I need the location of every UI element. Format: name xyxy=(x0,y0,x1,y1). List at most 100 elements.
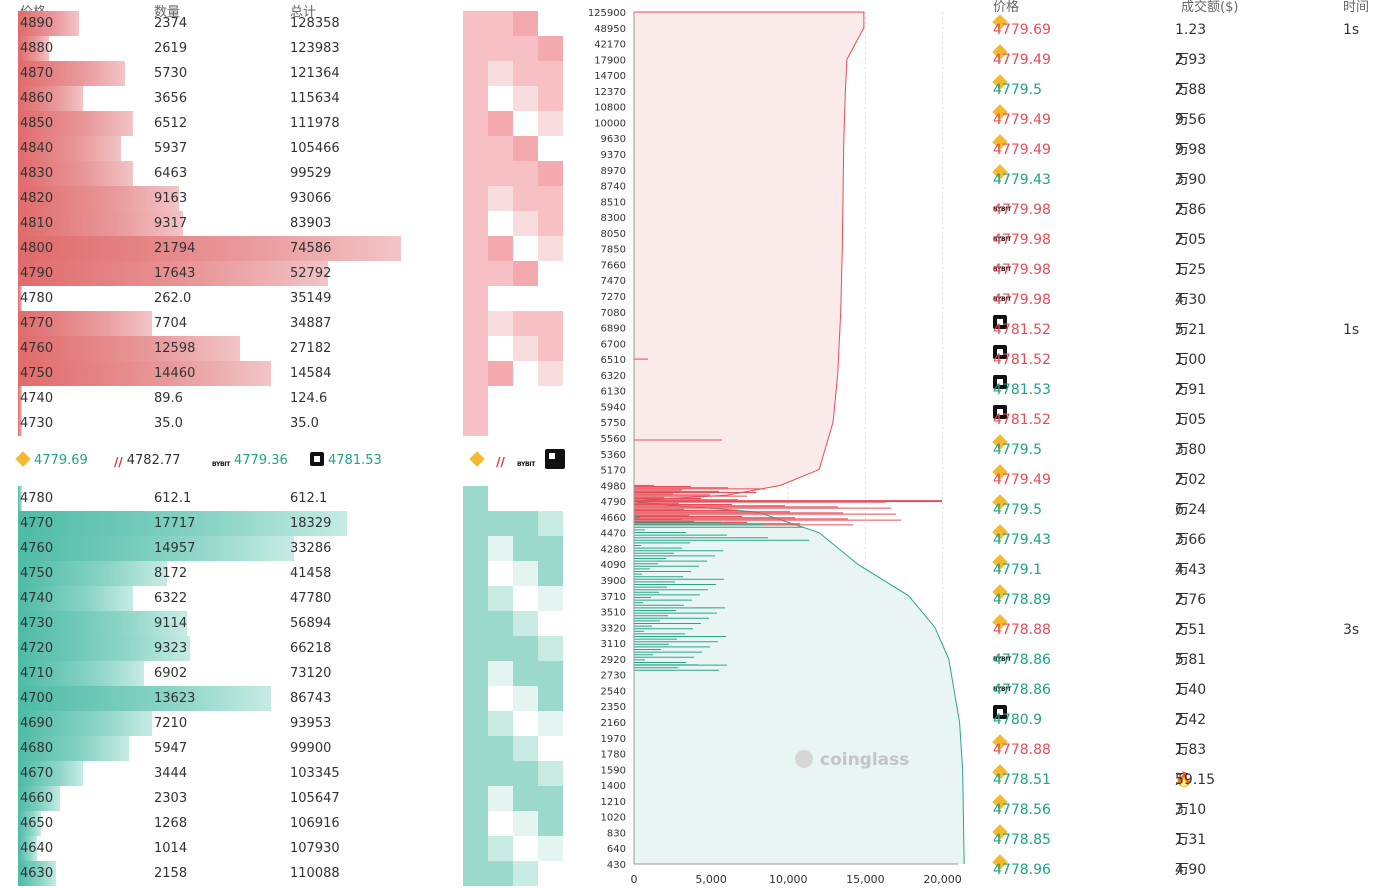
trade-row[interactable]: BYBIT 4779.98 1.25万 xyxy=(985,255,1373,308)
trade-row[interactable]: 4779.49 2.93万 xyxy=(985,44,1373,98)
bid-row[interactable]: 4660 2303 105647 xyxy=(18,786,568,811)
trade-row[interactable]: 4779.69 1.23万 1s xyxy=(985,14,1373,68)
okx-icon xyxy=(310,452,324,466)
trade-row[interactable]: 4779.1 4.43万 xyxy=(985,554,1373,608)
exchange-okx[interactable]: 4781.53 xyxy=(310,449,382,473)
trade-row[interactable]: BYBIT 4779.98 2.86万 xyxy=(985,195,1373,248)
trade-row[interactable]: 4781.53 2.91万 xyxy=(985,375,1373,428)
ask-row[interactable]: 4750 14460 14584 xyxy=(18,361,568,386)
ask-heat-cell xyxy=(463,236,488,261)
bid-row[interactable]: 4770 17717 18329 xyxy=(18,511,568,536)
trade-row[interactable]: 4779.43 3.90万 xyxy=(985,164,1373,218)
trade-row[interactable]: 4781.52 1.05万 xyxy=(985,405,1373,458)
y-tick-label: 1020 xyxy=(601,813,626,824)
bid-row[interactable]: 4700 13623 86743 xyxy=(18,686,568,711)
ask-row[interactable]: 4780 262.0 35149 xyxy=(18,286,568,311)
bid-total: 110088 xyxy=(290,866,340,881)
trade-row[interactable]: 4779.49 9.98万 xyxy=(985,134,1373,188)
ask-row[interactable]: 4800 21794 74586 xyxy=(18,236,568,261)
coinbase-filter-icon[interactable]: // xyxy=(496,455,505,469)
ask-row[interactable]: 4870 5730 121364 xyxy=(18,61,568,86)
bid-row[interactable]: 4690 7210 93953 xyxy=(18,711,568,736)
trade-amount: 3.10万 xyxy=(1175,802,1207,848)
bid-row[interactable]: 4730 9114 56894 xyxy=(18,611,568,636)
coinbase-price: 4782.77 xyxy=(126,453,181,468)
bid-row[interactable]: 4750 8172 41458 xyxy=(18,561,568,586)
trade-row[interactable]: BYBIT 4778.86 1.40万 xyxy=(985,675,1373,728)
trade-row[interactable]: 4779.5 6.24万 xyxy=(985,494,1373,548)
header-qty: 数量 xyxy=(154,5,181,20)
trade-price: 4779.98 xyxy=(993,292,1051,308)
ask-row[interactable]: 4820 9163 93066 xyxy=(18,186,568,211)
trade-row[interactable]: 4781.52 5.21万 1s xyxy=(985,315,1373,368)
trade-row[interactable]: BYBIT 4779.98 4.30万 xyxy=(985,285,1373,338)
bid-row[interactable]: 4640 1014 107930 xyxy=(18,836,568,861)
ask-row[interactable]: 4830 6463 99529 xyxy=(18,161,568,186)
bid-heat-cell xyxy=(488,761,513,786)
binance-filter-icon[interactable] xyxy=(469,451,485,467)
ask-row[interactable]: 4770 7704 34887 xyxy=(18,311,568,336)
ask-row[interactable]: 4880 2619 123983 xyxy=(18,36,568,61)
trade-price: 4778.56 xyxy=(993,802,1051,818)
y-tick-label: 3900 xyxy=(601,576,626,587)
bybit-filter-icon[interactable]: BYBIT xyxy=(517,461,536,468)
trade-row[interactable]: 4778.96 4.90万 xyxy=(985,854,1373,885)
trade-row[interactable]: 4778.85 1.31万 xyxy=(985,824,1373,878)
ask-total: 128358 xyxy=(290,16,340,31)
exchange-bybit[interactable]: BYBIT 4779.36 xyxy=(212,449,288,473)
y-tick-label: 5360 xyxy=(601,450,626,461)
x-tick-label: 20,000 xyxy=(923,873,962,886)
bid-row[interactable]: 4760 14957 33286 xyxy=(18,536,568,561)
y-tick-label: 2350 xyxy=(601,702,626,713)
bid-row[interactable]: 4740 6322 47780 xyxy=(18,586,568,611)
bid-row[interactable]: 4630 2158 110088 xyxy=(18,861,568,886)
trade-row[interactable]: 4779.5 3.80万 xyxy=(985,434,1373,488)
ask-row[interactable]: 4760 12598 27182 xyxy=(18,336,568,361)
bid-depth-bar xyxy=(18,511,348,536)
ask-row[interactable]: 4790 17643 52792 xyxy=(18,261,568,286)
bid-heat-cell xyxy=(488,611,513,636)
bid-total: 66218 xyxy=(290,641,332,656)
ask-row[interactable]: 4860 3656 115634 xyxy=(18,86,568,111)
ask-row[interactable]: 4740 89.6 124.6 xyxy=(18,386,568,411)
exchange-binance[interactable]: 4779.69 xyxy=(15,449,88,473)
trade-row[interactable]: 4778.51 🔥 59.15万 xyxy=(985,764,1373,818)
trade-row[interactable]: BYBIT 4779.98 2.05万 xyxy=(985,225,1373,278)
trade-row[interactable]: 4779.49 9.56万 xyxy=(985,104,1373,158)
bid-row[interactable]: 4720 9323 66218 xyxy=(18,636,568,661)
okx-price: 4781.53 xyxy=(328,453,382,468)
bid-price: 4760 xyxy=(20,541,54,556)
bid-total: 106916 xyxy=(290,816,340,831)
ask-row[interactable]: 4890 2374 128358 xyxy=(18,11,568,36)
trades-header-price: 价格 xyxy=(993,0,1020,15)
trade-row[interactable]: 4779.43 3.66万 xyxy=(985,524,1373,578)
bid-heat-cell xyxy=(463,586,488,611)
trade-row[interactable]: BYBIT 4778.86 5.81万 xyxy=(985,645,1373,698)
bid-row[interactable]: 4780 612.1 612.1 xyxy=(18,486,568,511)
exchange-coinbase[interactable]: //4782.77 xyxy=(114,449,181,473)
y-tick-label: 1400 xyxy=(601,781,626,792)
ask-row[interactable]: 4850 6512 111978 xyxy=(18,111,568,136)
depth-chart-svg: 125900 48950 42170 17900 14700 12370 10800 1000… xyxy=(588,8,965,886)
bid-row[interactable]: 4650 1268 106916 xyxy=(18,811,568,836)
trade-time: 1s xyxy=(1343,22,1360,38)
trade-row[interactable]: 4779.5 2.88万 xyxy=(985,74,1373,128)
bid-total: 107930 xyxy=(290,841,340,856)
ask-row[interactable]: 4840 5937 105466 xyxy=(18,136,568,161)
trade-row[interactable]: 4779.49 2.02万 xyxy=(985,464,1373,518)
ask-row[interactable]: 4810 9317 83903 xyxy=(18,211,568,236)
ask-heat-cell xyxy=(463,11,488,36)
trade-row[interactable]: 4780.9 2.42万 xyxy=(985,705,1373,758)
bid-row[interactable]: 4710 6902 73120 xyxy=(18,661,568,686)
trade-amount: 2.42万 xyxy=(1175,712,1207,758)
bid-row[interactable]: 4680 5947 99900 xyxy=(18,736,568,761)
okx-filter-icon[interactable] xyxy=(545,449,566,469)
trade-row[interactable]: 4781.52 1.00万 xyxy=(985,345,1373,398)
bid-row[interactable]: 4670 3444 103345 xyxy=(18,761,568,786)
trade-row[interactable]: 4778.88 1.83万 xyxy=(985,734,1373,788)
trade-row[interactable]: 4778.56 3.10万 xyxy=(985,794,1373,848)
trade-row[interactable]: 4778.88 2.51万 3s xyxy=(985,614,1373,668)
trade-row[interactable]: 4778.89 2.76万 xyxy=(985,584,1373,638)
ask-row[interactable]: 4730 35.0 35.0 xyxy=(18,411,568,436)
bid-total: 105647 xyxy=(290,791,340,806)
